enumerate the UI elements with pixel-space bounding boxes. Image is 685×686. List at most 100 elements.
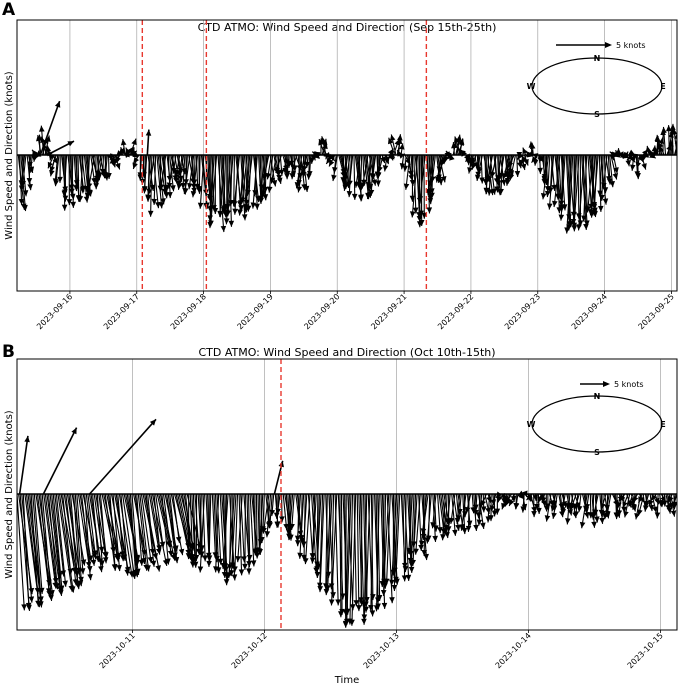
wind-vector (153, 154, 157, 205)
wind-vector-head (28, 166, 34, 173)
wind-vector (65, 493, 77, 586)
wind-vector-head (453, 136, 460, 144)
wind-vector-head (238, 204, 244, 212)
wind-vector-head (388, 137, 394, 145)
wind-vector-head (650, 494, 657, 501)
wind-vector (103, 493, 119, 560)
wind-vector (343, 154, 351, 191)
wind-vector (420, 493, 428, 547)
wind-vector-head (474, 174, 481, 181)
wind-vector-head (370, 174, 376, 181)
wind-vector (419, 154, 426, 203)
wind-vector-head (261, 527, 267, 534)
wind-vector-head (158, 202, 165, 209)
wind-vector (422, 493, 429, 535)
wind-vector (152, 154, 160, 209)
wind-vector-head (445, 518, 451, 525)
wind-vector (99, 493, 107, 564)
wind-vector-head (307, 170, 313, 178)
wind-vector-head (271, 180, 278, 187)
wind-vector-head (178, 548, 185, 556)
wind-vector (107, 493, 119, 562)
wind-vector-head (399, 143, 405, 150)
notable-wind-vector-head (145, 129, 152, 136)
wind-vector-head (529, 142, 536, 149)
wind-vector-head (213, 566, 219, 573)
wind-vector-head (380, 156, 386, 164)
wind-vector (353, 493, 357, 607)
wind-vector-head (583, 511, 590, 519)
wind-vector (311, 493, 317, 564)
wind-vector-head (225, 210, 232, 217)
wind-vector (70, 493, 79, 587)
wind-vector (143, 154, 148, 194)
wind-vector-head (309, 157, 315, 164)
plot-frame (16, 358, 678, 631)
wind-vector-head (172, 545, 179, 553)
notable-wind-vector-head (149, 419, 156, 426)
wind-vector-head (245, 205, 252, 212)
wind-vector-head (591, 521, 597, 528)
wind-vector (51, 493, 61, 579)
wind-vector-head (486, 189, 493, 196)
wind-vector-head (147, 210, 154, 217)
wind-vector (365, 493, 371, 613)
wind-vector (299, 493, 305, 559)
wind-vector (194, 493, 200, 555)
wind-vector (246, 154, 253, 196)
wind-vector (262, 493, 265, 533)
x-tick-label: 2023-09-24 (570, 292, 609, 331)
wind-vector-head (197, 566, 204, 573)
wind-vector (377, 493, 381, 602)
wind-vector-head (141, 187, 148, 194)
wind-vector (560, 154, 565, 207)
wind-vector-head (314, 571, 321, 578)
wind-vector-head (491, 510, 498, 517)
wind-vector-head (430, 522, 436, 529)
wind-vector-head (408, 566, 415, 573)
wind-vector (259, 493, 261, 556)
wind-vector-head (373, 605, 380, 612)
wind-vector (87, 493, 97, 557)
wind-vector-head (231, 200, 238, 208)
wind-vector-head (235, 556, 241, 563)
wind-vector-head (452, 529, 458, 536)
wind-vector-head (119, 147, 125, 154)
x-tick-label: 2023-09-17 (102, 292, 141, 331)
x-tick-label: 2023-09-22 (436, 292, 475, 331)
wind-vector-head (254, 203, 260, 210)
wind-vector (172, 493, 180, 543)
wind-vector (259, 493, 264, 546)
wind-vector (199, 154, 205, 209)
wind-vector-head (514, 170, 521, 178)
wind-vector-head (669, 123, 676, 130)
wind-vector-head (558, 214, 565, 221)
notable-wind-vector (39, 100, 61, 156)
wind-vector-head (57, 176, 63, 183)
wind-vector-head (86, 565, 93, 573)
wind-vector-head (421, 550, 428, 557)
wind-vector-head (217, 210, 223, 217)
wind-vector-head (156, 544, 163, 552)
wind-vector (542, 154, 550, 200)
wind-vector (18, 154, 23, 205)
wind-vector-head (325, 585, 331, 592)
wind-vector-head (665, 125, 672, 132)
wind-vector-head (413, 548, 419, 555)
wind-vector (209, 154, 215, 229)
wind-vector (351, 493, 357, 626)
wind-vector-head (212, 207, 219, 214)
wind-vector (460, 493, 467, 531)
wind-vector-head (537, 156, 544, 163)
wind-vector (363, 493, 368, 621)
wind-vector (120, 493, 129, 576)
wind-vector (360, 493, 363, 604)
wind-vector-head (402, 566, 409, 573)
wind-vector (219, 154, 225, 218)
wind-vector-head (403, 183, 410, 190)
wind-vector-head (18, 198, 25, 205)
wind-vector-head (346, 190, 353, 198)
x-tick-label: 2023-09-23 (503, 292, 542, 331)
wind-vector (451, 493, 456, 536)
wind-vector (442, 493, 446, 541)
